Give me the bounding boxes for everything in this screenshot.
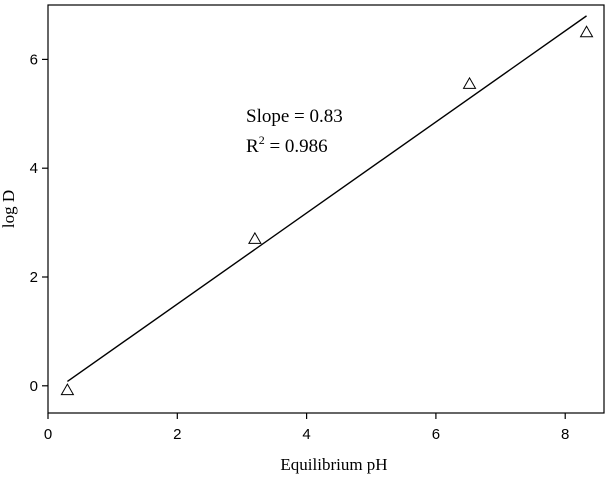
y-tick-label: 2 [30,269,38,286]
r2-annotation: R2 = 0.986 [246,133,328,157]
plot-frame [47,4,605,414]
x-axis-label: Equilibrium pH [280,455,387,474]
r2-suffix: = 0.986 [265,136,328,157]
ticks-layer: 0 2 4 6 8 0 2 4 6 [30,51,570,443]
regression-line [66,15,587,383]
y-tick-label: 6 [30,51,38,68]
data-point-triangle [248,231,262,244]
y-tick-label: 4 [30,160,38,177]
x-tick-label: 8 [561,426,569,443]
data-point-triangle [579,25,594,38]
fit-layer [66,15,587,383]
x-tick-label: 4 [302,426,310,443]
slope-annotation: Slope = 0.83 [246,106,343,127]
points-layer [60,25,594,396]
y-tick-label: 0 [30,378,38,395]
r2-prefix: R [246,136,259,157]
data-point-triangle [60,383,75,396]
r2-superscript: 2 [259,133,265,147]
x-tick-label: 0 [44,426,52,443]
y-axis-label: log D [0,190,18,228]
x-tick-label: 2 [173,426,181,443]
data-point-triangle [462,76,477,89]
x-tick-label: 6 [432,426,440,443]
